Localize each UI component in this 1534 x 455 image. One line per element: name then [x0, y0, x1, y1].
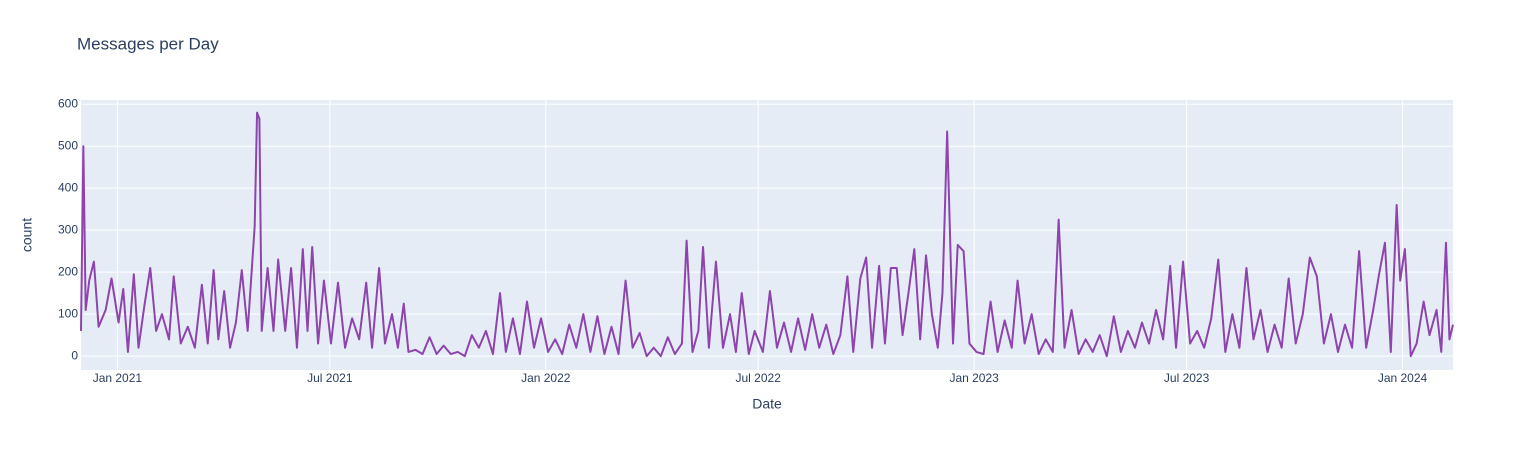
series-line	[80, 111, 1454, 358]
y-tick-label: 100	[58, 306, 78, 320]
y-tick-label: 200	[58, 264, 78, 278]
y-tick-label: 600	[58, 96, 78, 110]
x-tick-label: Jan 2022	[521, 371, 571, 385]
chart-title: Messages per Day	[77, 34, 219, 53]
x-tick-label: Jul 2021	[307, 371, 353, 385]
x-tick-label: Jul 2023	[1164, 371, 1210, 385]
plot-area	[81, 100, 1453, 370]
x-tick-label: Jan 2024	[1378, 371, 1428, 385]
y-axis-title: count	[19, 218, 35, 252]
y-tick-label: 300	[58, 222, 78, 236]
y-tick-label: 500	[58, 138, 78, 152]
x-axis-title: Date	[752, 396, 782, 412]
x-tick-label: Jul 2022	[736, 371, 782, 385]
x-tick-label: Jan 2021	[93, 371, 143, 385]
x-tick-label: Jan 2023	[949, 371, 999, 385]
y-tick-label: 400	[58, 180, 78, 194]
y-tick-label: 0	[71, 348, 78, 362]
